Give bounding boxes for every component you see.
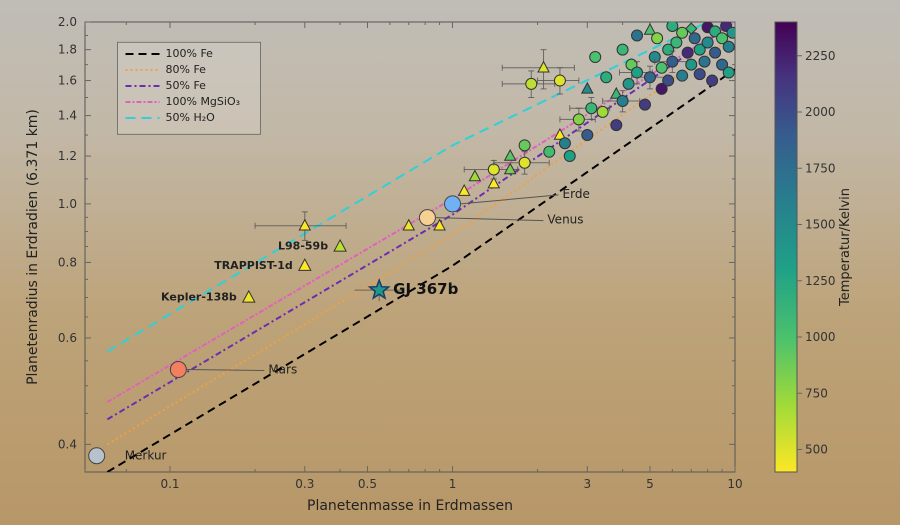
x-tick-label: 0.5: [358, 477, 377, 491]
exoplanet-point: [611, 120, 622, 131]
colorbar-tick-label: 1000: [805, 330, 836, 344]
exoplanet-point: [644, 72, 655, 83]
y-axis-label: Planetenradius in Erdradien (6.371 km): [25, 109, 41, 385]
exoplanet-point: [597, 106, 608, 117]
exoplanet-point: [623, 78, 634, 89]
exoplanet-point: [559, 138, 570, 149]
exoplanet-point: [632, 30, 643, 41]
y-tick-label: 0.4: [58, 437, 77, 451]
exoplanet-point: [299, 220, 310, 230]
exoplanet-point: [671, 37, 682, 48]
exoplanet-point: [656, 62, 667, 73]
x-tick-label: 5: [646, 477, 654, 491]
y-tick-label: 1.8: [58, 43, 77, 57]
exoplanet-point: [538, 62, 549, 72]
x-tick-label: 1: [449, 477, 457, 491]
x-tick-label: 0.3: [295, 477, 314, 491]
exoplanet-point: [582, 130, 593, 141]
exoplanet-point: [723, 67, 734, 78]
exoplanet-point: [573, 114, 584, 125]
solar-system-erde: [445, 196, 461, 212]
exoplanet-point: [667, 20, 678, 31]
y-tick-label: 1.4: [58, 109, 77, 123]
mass-radius-scatter: 0.1 0.3 0.5 1 3 5 10 0.4 0.6 0.8 1.0 1.2 1.4 1.6 1.8 2.…: [0, 0, 900, 525]
exoplanet-point: [707, 75, 718, 86]
y-tick-label: 1.0: [58, 197, 77, 211]
exoplanet-point: [601, 72, 612, 83]
exoplanet-point: [469, 170, 480, 180]
named-exoplanet-label: L98-59b: [278, 240, 328, 253]
exoplanet-point: [652, 33, 663, 44]
exoplanet-point: [564, 151, 575, 162]
exoplanet-point: [702, 37, 713, 48]
exoplanet-point: [644, 24, 655, 34]
colorbar-tick-label: 1250: [805, 274, 836, 288]
solar-system-label: Venus: [547, 213, 583, 227]
exoplanet-point: [459, 185, 470, 195]
colorbar: [775, 22, 797, 472]
colorbar-tick-label: 2000: [805, 105, 836, 119]
named-exoplanet-TRAPPIST-1d: [299, 259, 311, 270]
exoplanet-point: [586, 103, 597, 114]
exoplanet-point: [686, 59, 697, 70]
exoplanet-point: [617, 96, 628, 107]
exoplanet-point: [667, 56, 678, 67]
named-exoplanet-label: Kepler-138b: [161, 290, 237, 303]
colorbar-tick-label: 1500: [805, 218, 836, 232]
exoplanet-point: [710, 47, 721, 58]
exoplanet-point: [505, 150, 516, 160]
exoplanet-point: [663, 75, 674, 86]
legend-label: 80% Fe: [166, 63, 207, 76]
legend-label: 50% H₂O: [166, 111, 216, 124]
y-tick-label: 0.6: [58, 331, 77, 345]
x-tick-label: 10: [727, 477, 742, 491]
highlight-label: GJ 367b: [393, 280, 458, 298]
exoplanet-point: [632, 67, 643, 78]
solar-system-mars: [170, 362, 186, 378]
colorbar-tick-label: 2250: [805, 49, 836, 63]
y-tick-label: 1.2: [58, 149, 77, 163]
x-tick-label: 0.1: [160, 477, 179, 491]
legend-label: 50% Fe: [166, 79, 207, 92]
solar-system-venus: [419, 210, 435, 226]
y-tick-label: 1.6: [58, 74, 77, 88]
named-exoplanet-Kepler-138b: [243, 291, 255, 302]
exoplanet-point: [582, 83, 593, 93]
colorbar-tick-label: 1750: [805, 161, 836, 175]
x-tick-label: 3: [583, 477, 591, 491]
x-axis-label: Planetenmasse in Erdmassen: [307, 498, 513, 514]
exoplanet-point: [590, 52, 601, 63]
exoplanet-point: [639, 99, 650, 110]
named-exoplanet-L98-59b: [334, 240, 346, 251]
exoplanet-point: [519, 157, 530, 168]
solar-system-label: Merkur: [125, 449, 167, 463]
exoplanet-point: [544, 146, 555, 157]
exoplanet-point: [526, 78, 537, 89]
colorbar-label: Temperatur/Kelvin: [838, 188, 853, 307]
exoplanet-point: [682, 47, 693, 58]
legend-label: 100% MgSiO₃: [166, 95, 241, 108]
exoplanet-point: [677, 70, 688, 81]
legend-label: 100% Fe: [166, 47, 214, 60]
exoplanet-point: [519, 140, 530, 151]
exoplanet-point: [554, 75, 565, 86]
exoplanet-point: [727, 27, 738, 38]
exoplanet-point: [694, 69, 705, 80]
y-tick-label: 0.8: [58, 255, 77, 269]
named-exoplanet-label: TRAPPIST-1d: [214, 259, 293, 272]
colorbar-tick-label: 500: [805, 443, 828, 457]
colorbar-tick-label: 750: [805, 386, 828, 400]
solar-system-merkur: [89, 448, 105, 464]
y-tick-label: 2.0: [58, 15, 77, 29]
exoplanet-point: [723, 41, 734, 52]
exoplanet-point: [689, 33, 700, 44]
solar-system-label: Mars: [268, 363, 297, 377]
exoplanet-point: [699, 56, 710, 67]
solar-system-label: Erde: [563, 187, 590, 201]
exoplanet-point: [617, 44, 628, 55]
